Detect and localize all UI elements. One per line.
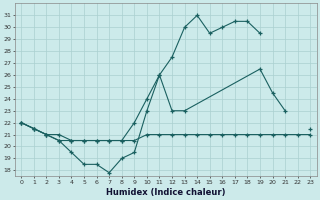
X-axis label: Humidex (Indice chaleur): Humidex (Indice chaleur) bbox=[106, 188, 226, 197]
